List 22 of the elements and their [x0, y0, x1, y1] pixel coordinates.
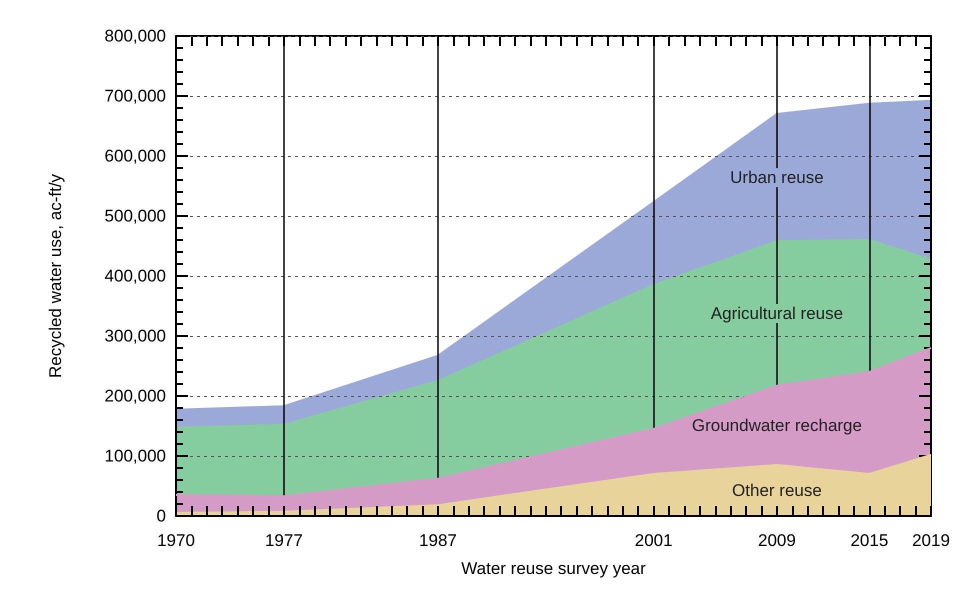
y-tick-label: 500,000: [104, 206, 166, 226]
x-tick-label: 1987: [419, 531, 457, 550]
y-tick-label: 700,000: [104, 86, 166, 106]
x-tick-label: 2009: [758, 531, 796, 550]
x-tick-label: 1970: [157, 531, 195, 550]
y-tick-label: 200,000: [104, 386, 166, 406]
x-tick-label: 2001: [634, 531, 673, 550]
y-tick-label: 300,000: [104, 326, 166, 346]
y-tick-label: 100,000: [104, 446, 166, 466]
series-label: Agricultural reuse: [710, 304, 844, 323]
y-tick-label: 0: [156, 506, 166, 526]
y-tick-label: 600,000: [104, 146, 166, 166]
series-label: Urban reuse: [730, 168, 824, 188]
x-tick-label: 2015: [850, 531, 888, 550]
x-tick-label: 2019: [912, 531, 950, 550]
x-tick-label: 1977: [264, 531, 303, 550]
y-tick-label: 800,000: [104, 26, 166, 46]
series-label: Other reuse: [732, 481, 822, 500]
y-tick-label: 400,000: [104, 266, 166, 286]
x-axis-title: Water reuse survey year: [461, 559, 646, 578]
y-axis-title: Recycled water use, ac-ft/y: [46, 173, 65, 378]
series-label: Groundwater recharge: [692, 416, 862, 435]
